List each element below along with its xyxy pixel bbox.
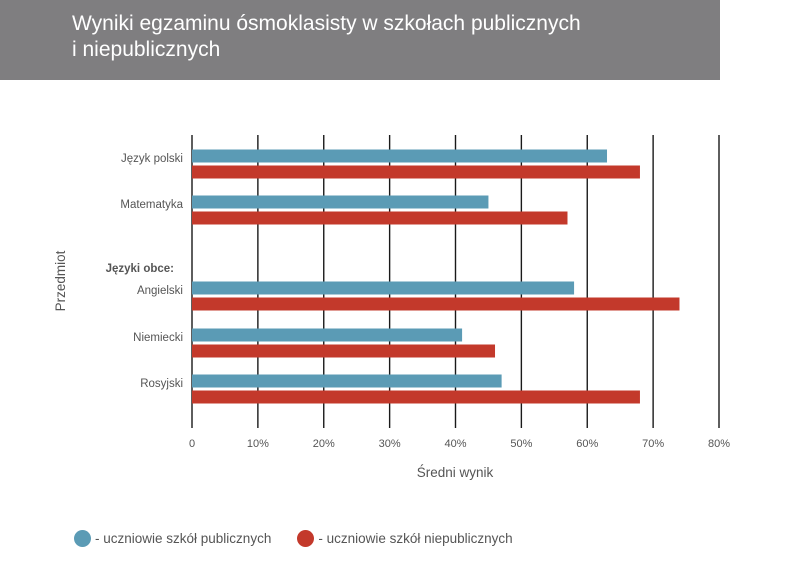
legend-item-public: - uczniowie szkół publicznych [74, 530, 271, 547]
bar-private [192, 344, 496, 358]
x-tick-label: 40% [444, 438, 466, 450]
header-banner: Wyniki egzaminu ósmoklasisty w szkołach … [0, 0, 720, 80]
category-label: Angielski [137, 285, 183, 297]
legend-label-public: - uczniowie szkół publicznych [95, 531, 272, 546]
legend-label-private: - uczniowie szkół niepublicznych [318, 531, 513, 546]
bar-public [192, 374, 502, 388]
category-group-label: Języki obce: [106, 263, 174, 275]
x-tick-label: 30% [379, 438, 401, 450]
legend-item-private: - uczniowie szkół niepublicznych [297, 530, 513, 547]
x-tick-label: 50% [510, 438, 532, 450]
y-axis-title: Przedmiot [53, 250, 68, 311]
category-label: Rosyjski [140, 378, 183, 390]
category-label: Matematyka [120, 199, 183, 211]
x-tick-label: 10% [247, 438, 269, 450]
chart-title: Wyniki egzaminu ósmoklasisty w szkołach … [72, 11, 692, 63]
bar-private [192, 297, 680, 311]
legend: - uczniowie szkół publicznych - uczniowi… [74, 530, 539, 547]
chart-title-line-2: i niepublicznych [72, 38, 221, 61]
bar-private [192, 165, 640, 179]
x-tick-label: 80% [708, 438, 730, 450]
legend-marker-public [74, 530, 91, 547]
x-tick-label: 0 [189, 438, 195, 450]
bar-private [192, 390, 640, 404]
category-label: Niemiecki [133, 332, 183, 344]
x-axis-title: Średni wynik [417, 465, 494, 480]
category-label: Język polski [121, 153, 183, 165]
legend-marker-private [297, 530, 315, 547]
chart-title-line-1: Wyniki egzaminu ósmoklasisty w szkołach … [72, 12, 581, 35]
x-tick-label: 70% [642, 438, 664, 450]
x-tick-label: 60% [576, 438, 598, 450]
bar-public [192, 195, 489, 209]
bar-public [192, 281, 575, 295]
bar-private [192, 211, 568, 225]
bar-public [192, 149, 608, 163]
x-tick-label: 20% [313, 438, 335, 450]
bar-public [192, 328, 463, 342]
